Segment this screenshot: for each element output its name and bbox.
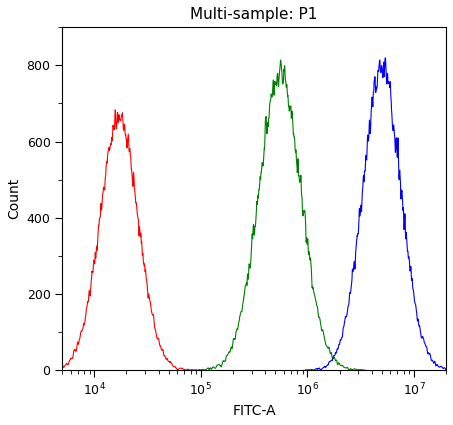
Title: Multi-sample: P1: Multi-sample: P1 bbox=[191, 7, 318, 22]
Y-axis label: Count: Count bbox=[7, 178, 21, 219]
X-axis label: FITC-A: FITC-A bbox=[232, 404, 276, 418]
